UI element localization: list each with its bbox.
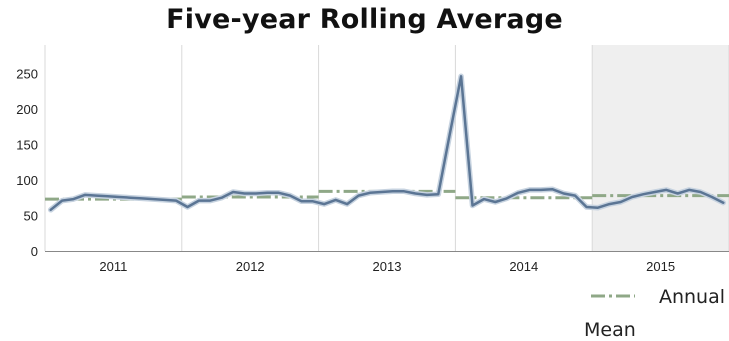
y-tick-label: 0 [31, 244, 38, 259]
x-tick-label: 2011 [99, 259, 127, 274]
x-tick-label: 2012 [236, 259, 265, 274]
x-tick-label: 2014 [509, 259, 538, 274]
chart-title: Five-year Rolling Average [166, 4, 563, 35]
highlight-band [592, 45, 729, 251]
grid-lines [44, 45, 729, 251]
legend-label-annual-mean: Annual [659, 286, 725, 308]
y-tick-label: 100 [16, 173, 38, 188]
y-tick-label: 50 [24, 208, 38, 223]
x-axis: 2011 2012 2013 2014 2015 [99, 259, 675, 274]
x-tick-label: 2013 [373, 259, 402, 274]
legend-label-annual-mean-cont: Mean [584, 319, 636, 341]
y-tick-label: 150 [16, 137, 38, 152]
y-tick-label: 200 [16, 102, 38, 117]
y-axis: 0 50 100 150 200 250 [16, 66, 38, 259]
legend: Annual Mean [584, 286, 725, 341]
main-series [47, 73, 727, 213]
y-tick-label: 250 [16, 66, 38, 81]
x-tick-label: 2015 [646, 259, 675, 274]
main-series-line [49, 75, 725, 212]
